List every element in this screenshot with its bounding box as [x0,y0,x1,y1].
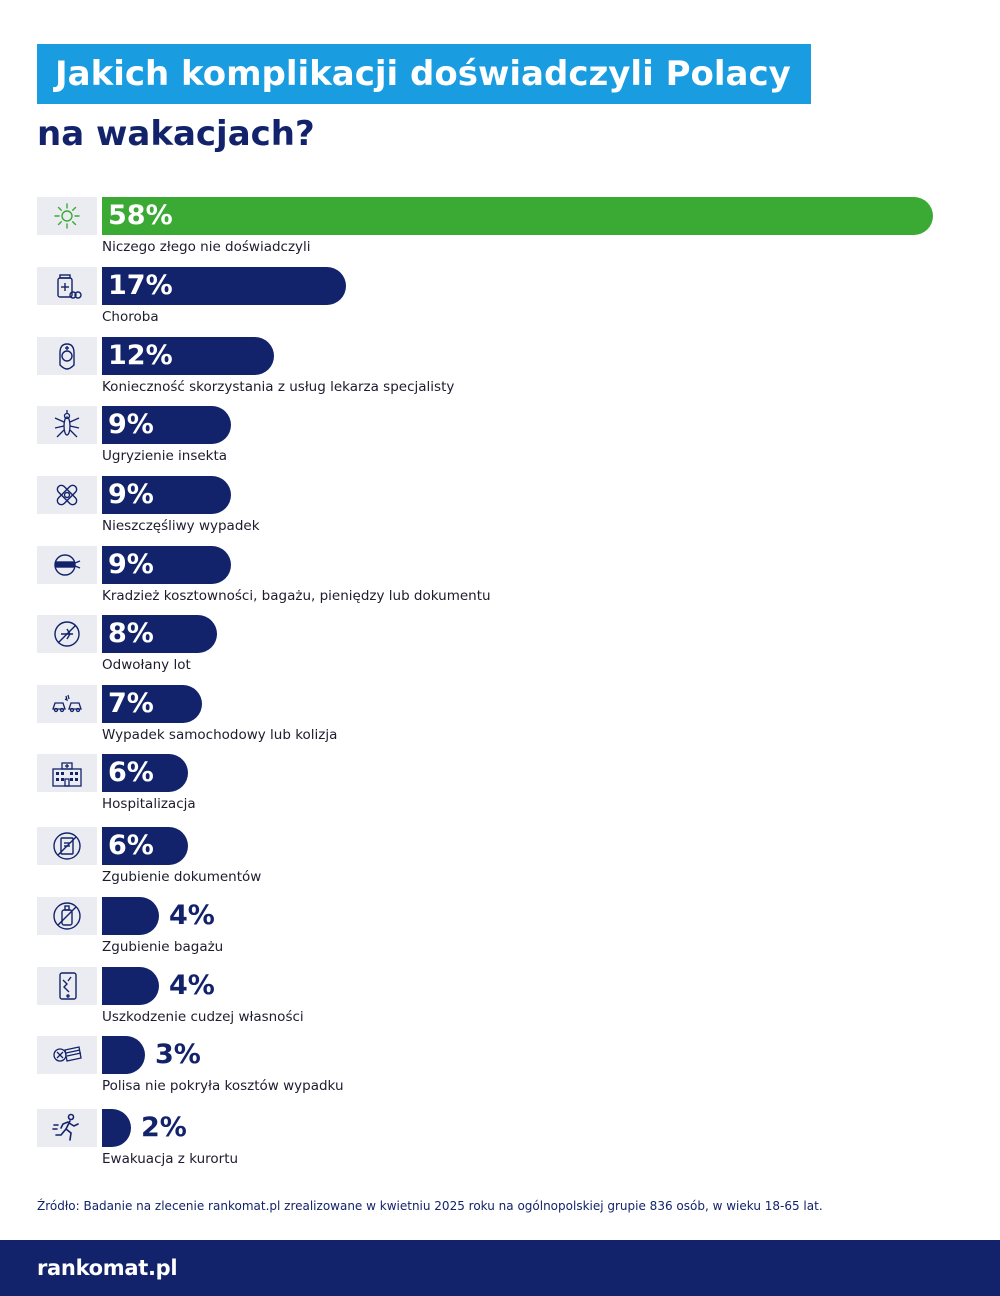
lost-luggage-icon [37,897,97,935]
money-cross-icon [37,1036,97,1074]
bar [102,406,231,444]
category-label: Choroba [102,309,159,325]
category-label: Hospitalizacja [102,796,196,812]
category-label: Ewakuacja z kurortu [102,1151,239,1167]
bar [102,337,274,375]
nurse-icon [37,337,97,375]
bar [102,967,159,1005]
medicine-icon [37,267,97,305]
bar-value-label: 7% [108,688,154,719]
category-label: Ugryzienie insekta [102,448,228,464]
bar-value-label: 58% [108,200,173,231]
thief-icon [37,546,97,584]
category-label: Niczego złego nie doświadczyli [102,239,311,255]
page-title-continued: na wakacjach? [37,114,315,154]
plane-cancelled-icon [37,615,97,653]
bar-value-label: 6% [108,830,154,861]
bar-value-label: 17% [108,270,173,301]
bar-value-label: 9% [108,409,154,440]
running-man-icon [37,1109,97,1147]
sun-icon [37,197,97,235]
bar [102,1109,131,1147]
broken-phone-icon [37,967,97,1005]
bar [102,267,346,305]
bar-value-label: 3% [155,1039,201,1070]
bar [102,754,188,792]
bandage-icon [37,476,97,514]
bar [102,476,231,514]
category-label: Odwołany lot [102,657,191,673]
footer-bar: rankomat.pl [0,1240,1000,1296]
bar-value-label: 9% [108,479,154,510]
bar [102,546,231,584]
bar [102,685,202,723]
category-label: Konieczność skorzystania z usług lekarza… [102,379,455,395]
category-label: Wypadek samochodowy lub kolizja [102,727,338,743]
bar-value-label: 2% [141,1112,187,1143]
car-crash-icon [37,685,97,723]
bar [102,827,188,865]
page-title: Jakich komplikacji doświadczyli Polacy [55,54,791,94]
category-label: Zgubienie bagażu [102,939,224,955]
bar-value-label: 8% [108,618,154,649]
category-label: Nieszczęśliwy wypadek [102,518,260,534]
brand-logo: rankomat.pl [37,1256,178,1280]
bar [102,197,933,235]
bar [102,897,159,935]
bar-value-label: 4% [169,900,215,931]
hospital-icon [37,754,97,792]
category-label: Kradzież kosztowności, bagażu, pieniędzy… [102,588,491,604]
lost-document-icon [37,827,97,865]
bar-chart: 58% Niczego złego nie doświadczyli 17% Chor… [37,197,933,1167]
bar-value-label: 4% [169,970,215,1001]
bar [102,615,217,653]
category-label: Uszkodzenie cudzej własności [102,1009,304,1025]
mosquito-icon [37,406,97,444]
bar-value-label: 9% [108,549,154,580]
title-banner [37,44,811,104]
bar [102,1036,145,1074]
bar-value-label: 6% [108,757,154,788]
category-label: Zgubienie dokumentów [102,869,262,885]
bar-value-label: 12% [108,340,173,371]
category-label: Polisa nie pokryła kosztów wypadku [102,1078,344,1094]
source-note: Źródło: Badanie na zlecenie rankomat.pl … [37,1199,823,1213]
